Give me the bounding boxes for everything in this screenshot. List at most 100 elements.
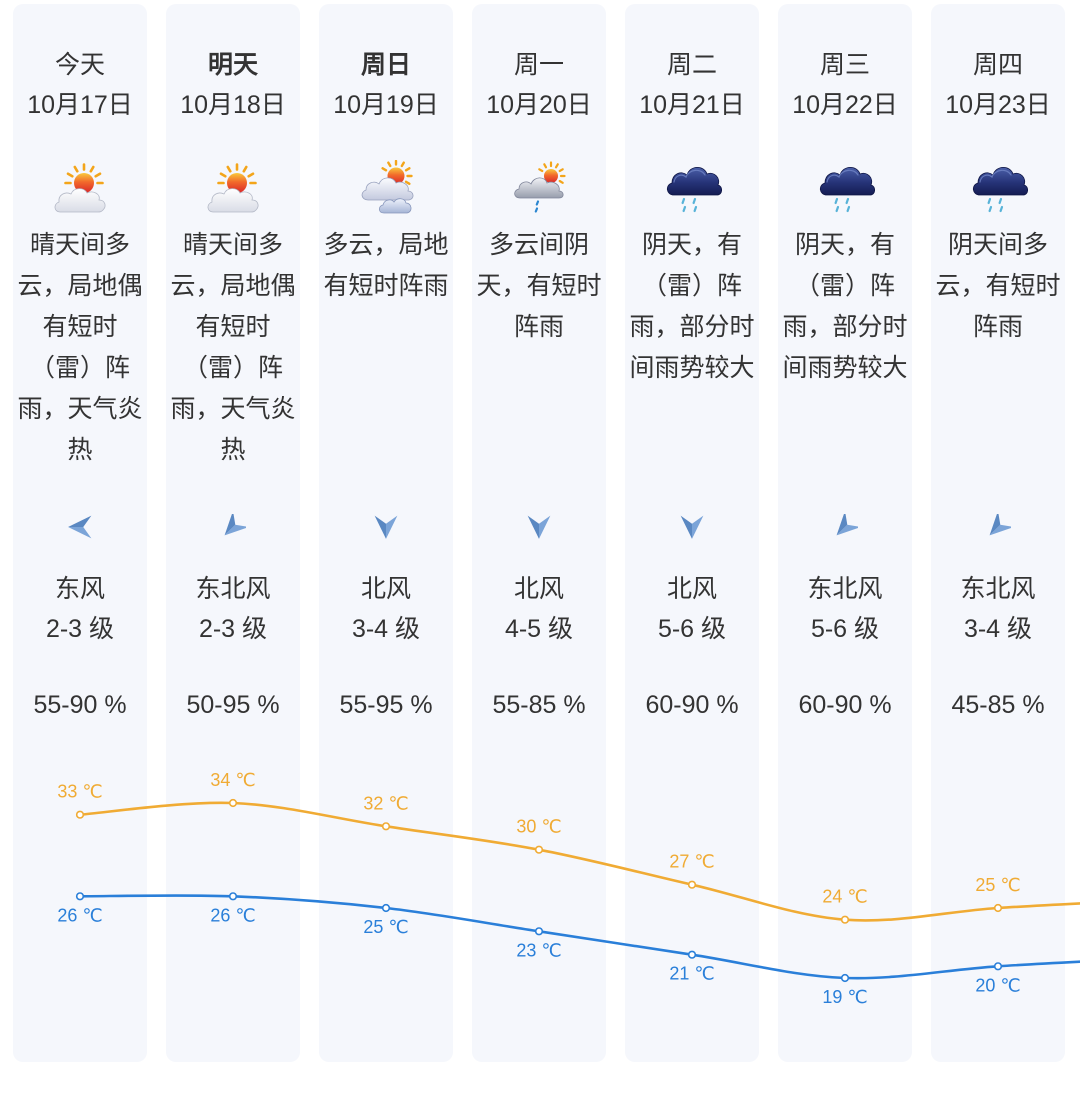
wind-direction: 东北风 [195, 575, 271, 603]
cloud [819, 166, 875, 196]
wind-level: 3-4 级 [963, 615, 1033, 643]
date-label: 10月18日 [180, 91, 286, 119]
high-temp-label: 32 ℃ [363, 793, 408, 813]
humidity: 60-90 % [798, 691, 892, 719]
temp-value: 33 [57, 782, 77, 802]
cloud [54, 188, 106, 213]
temp-unit: ℃ [847, 887, 867, 907]
temp-value: 34 [210, 770, 230, 790]
wind-direction-icon [220, 514, 246, 540]
temp-value: 23 [516, 940, 536, 960]
wind-direction-icon [679, 514, 705, 540]
temp-unit: ℃ [1000, 975, 1020, 995]
sun [74, 173, 94, 193]
forecast-columns: 今天 10月17日 晴天间多云，局地偶有短时（雷）阵雨，天气炎热 东风 2-3 … [13, 4, 1065, 1062]
high-temp-label: 30 ℃ [516, 817, 561, 837]
weather-description: 多云间阴天，有短时阵雨 [476, 231, 602, 341]
temp-point [993, 962, 1003, 971]
high-temp-label: 24 ℃ [822, 887, 867, 907]
weather-icon [968, 160, 1028, 214]
arrow-left-half [692, 515, 704, 539]
wind-direction: 东北风 [960, 575, 1036, 603]
humidity: 55-90 % [33, 691, 127, 719]
high-temp-label: 34 ℃ [210, 770, 255, 790]
weather-description: 多云，局地有短时阵雨 [323, 231, 449, 300]
dark-cloud-rain-icon [666, 166, 722, 213]
day-label: 周一 [513, 51, 564, 79]
weather-description: 晴天间多云，局地偶有短时（雷）阵雨，天气炎热 [17, 231, 143, 464]
temp-unit: ℃ [388, 793, 408, 813]
day-label: 周三 [819, 51, 870, 79]
sun [227, 173, 247, 193]
cloud [972, 166, 1028, 196]
temp-point [840, 915, 850, 924]
small-cloud [378, 198, 412, 214]
day-card: 周三 10月22日 阴天，有（雷）阵雨，部分时间雨势较大 东北风 5-6 级 6… [778, 4, 912, 1062]
wind-level: 2-3 级 [198, 615, 268, 643]
temp-unit: ℃ [541, 940, 561, 960]
arrow-left-half [989, 524, 1011, 536]
temp-value: 20 [975, 975, 995, 995]
weather-description: 阴天，有（雷）阵雨，部分时间雨势较大 [629, 231, 755, 382]
humidity: 45-85 % [951, 691, 1045, 719]
day-card: 周二 10月21日 阴天，有（雷）阵雨，部分时间雨势较大 北风 5-6 级 60… [625, 4, 759, 1062]
temp-value: 26 [57, 905, 77, 925]
temp-point [228, 798, 238, 808]
weather-icon [509, 160, 569, 214]
temp-value: 25 [363, 917, 383, 937]
temp-value: 27 [669, 852, 689, 872]
temp-point [75, 892, 85, 901]
temp-point [993, 903, 1003, 913]
day-card: 今天 10月17日 晴天间多云，局地偶有短时（雷）阵雨，天气炎热 东风 2-3 … [13, 4, 147, 1062]
day-label: 周四 [972, 51, 1023, 79]
sun-rays [538, 161, 566, 184]
day-label: 周日 [360, 51, 411, 79]
arrow-west-icon [68, 515, 92, 539]
wind-level: 5-6 级 [810, 615, 880, 643]
humidity: 60-90 % [645, 691, 739, 719]
arrow-left-half [836, 524, 858, 536]
temp-unit: ℃ [82, 782, 102, 802]
low-temp-label: 20 ℃ [975, 975, 1020, 995]
wind-level: 5-6 级 [657, 615, 727, 643]
cloud [666, 166, 722, 196]
temp-point [228, 892, 238, 901]
day-card: 周日 10月19日 多云，局地有短时阵雨 北风 3-4 级 55-95 % [319, 4, 453, 1062]
temp-unit: ℃ [694, 852, 714, 872]
temp-value: 30 [516, 817, 536, 837]
sun-rays [217, 163, 257, 185]
arrow-left-half [68, 527, 92, 539]
temp-unit: ℃ [847, 987, 867, 1007]
date-label: 10月17日 [27, 91, 133, 119]
rain-drops [681, 197, 698, 213]
cloud-sun-rain-icon [514, 161, 566, 213]
humidity: 55-85 % [492, 691, 586, 719]
wind-direction-icon [832, 514, 858, 540]
temp-unit: ℃ [235, 905, 255, 925]
arrow-south-icon [680, 515, 704, 539]
temp-value: 21 [669, 964, 689, 984]
date-label: 10月21日 [639, 91, 745, 119]
day-card: 周一 10月20日 多云间阴天，有短时阵雨 北风 4-5 级 55-85 % [472, 4, 606, 1062]
temp-point [534, 845, 544, 854]
high-temp-line [78, 801, 1080, 922]
arrow-left-half [386, 515, 398, 539]
wind-direction: 东北风 [807, 575, 883, 603]
low-temp-label: 25 ℃ [363, 917, 408, 937]
arrow-left-half [539, 515, 551, 539]
temp-value: 19 [822, 987, 842, 1007]
arrow-southwest-icon [836, 514, 858, 536]
arrow-right-half [527, 515, 539, 539]
dark-cloud-rain-icon [972, 166, 1028, 213]
temp-lines [78, 801, 1080, 980]
temp-value: 25 [975, 875, 995, 895]
arrow-right-half [374, 515, 386, 539]
day-card: 明天 10月18日 晴天间多云，局地偶有短时（雷）阵雨，天气炎热 东北风 2-3… [166, 4, 300, 1062]
weather-icon [50, 160, 110, 214]
temp-unit: ℃ [541, 817, 561, 837]
wind-level: 3-4 级 [351, 615, 421, 643]
sun-behind-clouds-icon [361, 160, 414, 214]
weather-icon [356, 160, 416, 214]
wind-direction-icon [526, 514, 552, 540]
day-card: 周四 10月23日 阴天间多云，有短时阵雨 东北风 3-4 级 45-85 % [931, 4, 1065, 1062]
